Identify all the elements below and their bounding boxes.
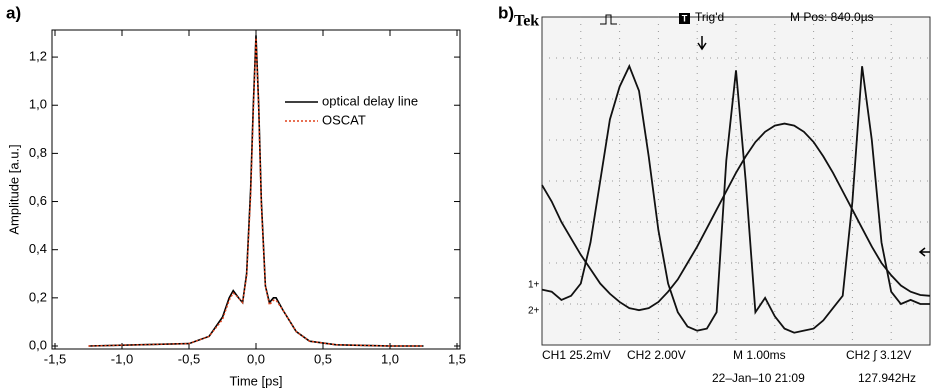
legend-label: OSCAT bbox=[322, 112, 366, 127]
channel-marker: 2+ bbox=[528, 306, 540, 317]
x-axis-label: Time [ps] bbox=[230, 373, 283, 388]
y-axis-label: Amplitude [a.u.] bbox=[6, 144, 21, 234]
x-tick-label: 1,0 bbox=[381, 351, 399, 366]
y-tick-label: 1,2 bbox=[29, 49, 47, 64]
y-tick-label: 0,2 bbox=[29, 289, 47, 304]
x-tick-label: 1,5 bbox=[448, 351, 466, 366]
x-tick-label: 0,0 bbox=[247, 351, 265, 366]
legend-label: optical delay line bbox=[322, 93, 418, 108]
y-tick-label: 0,6 bbox=[29, 193, 47, 208]
y-tick-label: 1,0 bbox=[29, 97, 47, 112]
position-readout: M Pos: 840.0µs bbox=[790, 10, 874, 24]
page: T -1,5 -1,0 -0,5 0,0 0,5 1,0 1,5 0,0 0,2 0,4 0,6 0,… bbox=[0, 0, 934, 388]
x-tick-label: 0,5 bbox=[314, 351, 332, 366]
trigger-box-letter: T bbox=[682, 13, 688, 23]
x-tick-label: -1,0 bbox=[111, 351, 133, 366]
x-tick-label: -1,5 bbox=[44, 351, 66, 366]
panel-label: a) bbox=[6, 3, 21, 22]
scope-readout: CH1 25.2mV bbox=[542, 348, 611, 362]
figure: T -1,5 -1,0 -0,5 0,0 0,5 1,0 1,5 0,0 0,2 0,4 0,6 0,… bbox=[0, 0, 934, 388]
trigger-status: Trig'd bbox=[695, 10, 724, 24]
x-tick-label: -0,5 bbox=[178, 351, 200, 366]
scope-readout: M 1.00ms bbox=[733, 348, 786, 362]
scope-readout: 127.942Hz bbox=[858, 371, 916, 385]
scope-readout: CH2 2.00V bbox=[627, 348, 686, 362]
scope-readout: 22–Jan–10 21:09 bbox=[712, 371, 805, 385]
scope-brand: Tek bbox=[514, 13, 539, 30]
panel-label: b) bbox=[498, 3, 514, 22]
y-tick-label: 0,4 bbox=[29, 241, 47, 256]
y-tick-label: 0,8 bbox=[29, 145, 47, 160]
channel-marker: 1+ bbox=[528, 280, 540, 291]
y-tick-label: 0,0 bbox=[29, 337, 47, 352]
scope-readout: CH2 ∫ 3.12V bbox=[846, 348, 911, 362]
